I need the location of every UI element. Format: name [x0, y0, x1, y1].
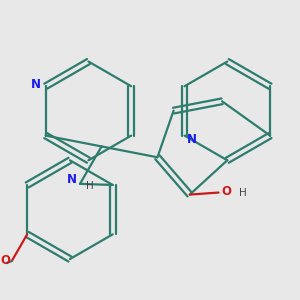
Text: N: N	[30, 78, 40, 91]
Text: O: O	[222, 185, 232, 198]
Text: H: H	[239, 188, 247, 197]
Text: N: N	[67, 173, 77, 186]
Text: N: N	[187, 133, 197, 146]
Text: H: H	[86, 181, 94, 191]
Text: O: O	[1, 254, 10, 266]
